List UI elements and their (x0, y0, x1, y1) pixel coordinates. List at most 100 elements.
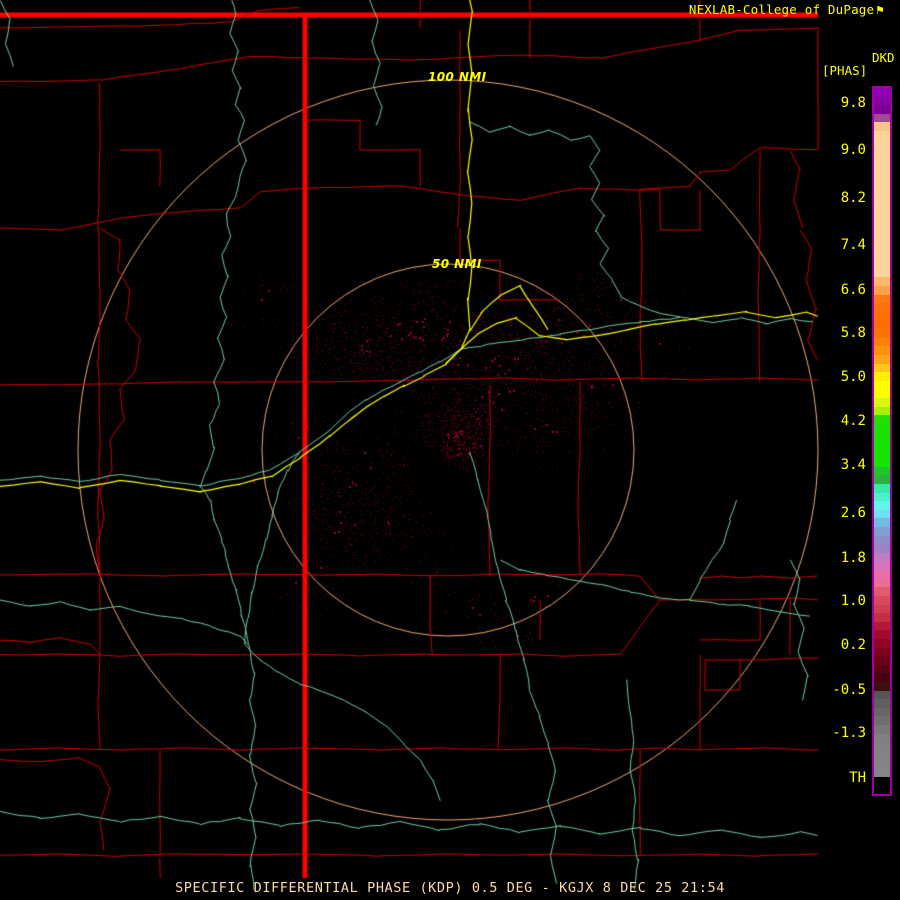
colorbar-band-74 (874, 725, 890, 734)
colorbar-band-40 (874, 432, 890, 441)
colorbar-band-29 (874, 337, 890, 347)
colorbar-band-49 (874, 509, 890, 519)
colorbar-band-24 (874, 294, 890, 304)
colorbar-tick-2: 8.2 (840, 190, 866, 206)
colorbar-band-62 (874, 621, 890, 631)
colorbar-band-31 (874, 354, 890, 364)
colorbar-tick-1: 9.0 (840, 142, 866, 158)
colorbar-ticks: 9.8 9.0 8.2 7.4 6.6 5.8 5.0 4.2 3.4 2.6 1.8 1.0 0.2 -… (820, 50, 872, 810)
colorbar-band-20 (874, 260, 890, 269)
colorbar-band-63 (874, 630, 890, 639)
colorbar-title: DKD (872, 50, 895, 65)
colorbar-band-70 (874, 690, 890, 700)
colorbar-band-23 (874, 286, 890, 295)
colorbar-band-33 (874, 372, 890, 381)
colorbar-band-7 (874, 148, 890, 157)
colorbar-band-42 (874, 449, 890, 459)
colorbar-tick-0: 9.8 (840, 95, 866, 111)
colorbar-band-50 (874, 518, 890, 528)
colorbar-band-44 (874, 466, 890, 476)
colorbar-band-11 (874, 182, 890, 192)
colorbar-band-6 (874, 139, 890, 149)
colorbar-gradient (872, 86, 892, 796)
colorbar-band-3 (874, 113, 890, 123)
colorbar-band-9 (874, 165, 890, 175)
colorbar-tick-14: -1.3 (832, 725, 866, 741)
colorbar-tick-3: 7.4 (840, 237, 866, 253)
colorbar-tick-5: 5.8 (840, 325, 866, 341)
colorbar-band-54 (874, 552, 890, 562)
colorbar-band-13 (874, 199, 890, 209)
colorbar-band-75 (874, 733, 890, 743)
colorbar-tick-7: 4.2 (840, 413, 866, 429)
colorbar-band-57 (874, 578, 890, 588)
colorbar-band-12 (874, 191, 890, 200)
colorbar-band-53 (874, 544, 890, 553)
colorbar-band-69 (874, 682, 890, 691)
colorbar-band-17 (874, 234, 890, 243)
colorbar-band-56 (874, 570, 890, 579)
colorbar-panel: DKD [PHAS] 9.8 9.0 8.2 7.4 6.6 5.8 5.0 4.2 3.4 2.… (820, 50, 900, 810)
colorbar-band-27 (874, 320, 890, 330)
colorbar-band-22 (874, 277, 890, 287)
colorbar-band-39 (874, 423, 890, 433)
colorbar-tick-9: 2.6 (840, 505, 866, 521)
colorbar-band-76 (874, 742, 890, 751)
colorbar-band-55 (874, 561, 890, 571)
colorbar-band-34 (874, 380, 890, 390)
colorbar-band-48 (874, 501, 890, 510)
colorbar-tick-15: TH (849, 770, 866, 786)
colorbar-band-10 (874, 174, 890, 183)
colorbar-band-68 (874, 673, 890, 683)
colorbar-band-15 (874, 217, 890, 226)
colorbar-tick-8: 3.4 (840, 457, 866, 473)
flag-icon: ⚑ (876, 2, 884, 17)
colorbar-band-59 (874, 595, 890, 605)
colorbar-band-60 (874, 604, 890, 614)
colorbar-band-38 (874, 415, 890, 424)
colorbar-band-71 (874, 699, 890, 708)
colorbar-units-label: [PHAS] (822, 63, 868, 78)
colorbar-band-46 (874, 484, 890, 493)
colorbar-band-41 (874, 440, 890, 450)
colorbar-band-5 (874, 131, 890, 140)
product-caption: SPECIFIC DIFFERENTIAL PHASE (KDP) 0.5 DE… (175, 880, 725, 896)
colorbar-band-81 (874, 785, 890, 794)
colorbar-band-28 (874, 329, 890, 338)
colorbar-tick-13: -0.5 (832, 682, 866, 698)
colorbar-band-36 (874, 397, 890, 407)
colorbar-band-14 (874, 208, 890, 218)
colorbar-band-25 (874, 303, 890, 312)
range-ring-label-0: 100 NMI (428, 70, 487, 84)
colorbar-band-30 (874, 346, 890, 355)
colorbar-band-37 (874, 406, 890, 416)
colorbar-band-16 (874, 225, 890, 235)
colorbar-band-8 (874, 156, 890, 166)
colorbar-band-47 (874, 492, 890, 502)
colorbar-band-77 (874, 750, 890, 760)
colorbar-band-78 (874, 759, 890, 769)
colorbar-band-51 (874, 527, 890, 536)
colorbar-band-19 (874, 251, 890, 261)
colorbar-band-32 (874, 363, 890, 373)
colorbar-band-18 (874, 242, 890, 252)
colorbar-band-80 (874, 776, 890, 786)
colorbar-band-21 (874, 268, 890, 278)
colorbar-band-66 (874, 656, 890, 665)
colorbar-band-4 (874, 122, 890, 132)
colorbar-band-35 (874, 389, 890, 398)
colorbar-tick-4: 6.6 (840, 282, 866, 298)
colorbar-band-1 (874, 96, 890, 106)
nexlab-credit: NEXLAB-College of DuPage ⚑ (689, 2, 884, 17)
colorbar-tick-11: 1.0 (840, 593, 866, 609)
colorbar-band-45 (874, 475, 890, 485)
colorbar-tick-10: 1.8 (840, 550, 866, 566)
colorbar-band-61 (874, 613, 890, 622)
colorbar-tick-12: 0.2 (840, 637, 866, 653)
colorbar-band-52 (874, 535, 890, 545)
colorbar-band-79 (874, 768, 890, 777)
colorbar-tick-6: 5.0 (840, 369, 866, 385)
